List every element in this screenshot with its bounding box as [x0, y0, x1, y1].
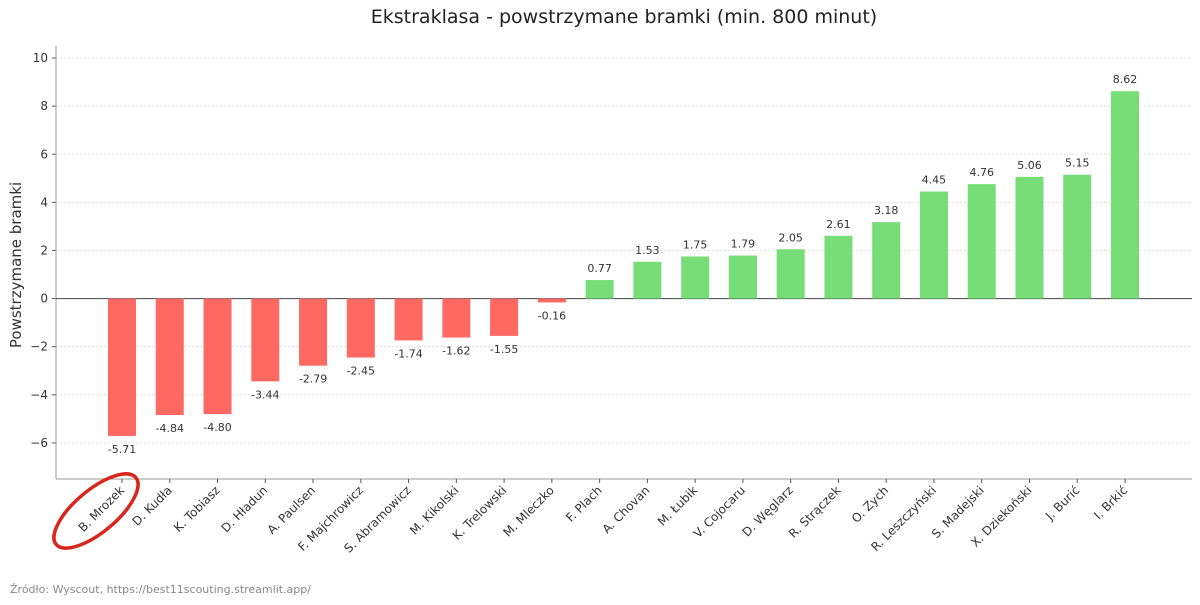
x-tick-label: O. Zych	[849, 483, 892, 526]
bar	[728, 255, 757, 299]
highlight-circle	[52, 472, 140, 550]
bar	[1111, 91, 1139, 299]
y-axis-label: Powstrzymane bramki	[7, 182, 25, 348]
value-label: 2.61	[826, 218, 851, 231]
value-label: 1.79	[731, 238, 756, 251]
value-label: 1.75	[683, 238, 708, 251]
bar	[490, 298, 519, 336]
value-label: -4.80	[203, 421, 231, 434]
bar	[394, 298, 423, 341]
value-label: -4.84	[156, 422, 184, 435]
bar	[346, 298, 375, 358]
y-tick-label: 0	[40, 292, 48, 306]
value-label: -1.74	[394, 347, 422, 360]
value-label: -1.62	[442, 345, 470, 358]
source-note: Źródło: Wyscout, https://best11scouting.…	[10, 583, 311, 596]
bar	[967, 184, 996, 299]
y-tick-label: 2	[40, 243, 48, 257]
bar	[824, 235, 853, 299]
value-label: -2.79	[299, 373, 327, 386]
y-tick-label: 4	[40, 195, 48, 209]
x-tick-label: K. Tobiasz	[171, 483, 223, 535]
y-tick-label: −2	[30, 340, 48, 354]
bar	[1015, 176, 1044, 299]
value-label: -0.16	[538, 309, 566, 322]
bar	[537, 298, 566, 303]
bar	[251, 298, 280, 382]
value-label: 1.53	[635, 244, 660, 257]
value-label: -3.44	[251, 388, 279, 401]
value-label: 2.05	[778, 231, 803, 244]
bar	[919, 191, 948, 299]
y-tick-label: 10	[33, 51, 48, 65]
bar	[633, 261, 662, 299]
chart-title: Ekstraklasa - powstrzymane bramki (min. …	[371, 6, 877, 28]
highlight-annotation	[52, 472, 140, 550]
x-tick-label: B. Mrozek	[76, 483, 128, 535]
y-tick-label: 8	[40, 99, 48, 113]
value-label: 4.45	[922, 174, 947, 187]
bar	[299, 298, 328, 366]
x-tick-label: F. Plach	[563, 483, 605, 525]
bar	[776, 249, 805, 299]
bar	[203, 298, 232, 415]
bar	[585, 280, 614, 299]
value-label: 4.76	[969, 166, 994, 179]
x-tick-label: I. Brkić	[1091, 483, 1130, 522]
y-tick-label: 6	[40, 147, 48, 161]
bar	[108, 298, 136, 436]
x-tick-label: R. Strączek	[786, 483, 844, 541]
value-label: -2.45	[347, 365, 375, 378]
value-label: 3.18	[874, 204, 899, 217]
x-tick-label: D. Hładun	[218, 483, 270, 535]
x-tick-label: M. Łubik	[655, 483, 700, 528]
y-tick-label: −6	[30, 436, 48, 450]
bar	[872, 222, 901, 299]
axes	[52, 46, 1192, 483]
value-labels: -5.71 -4.84 -4.80 -3.44 -2.79 -2.45 -1.74 -1.62…	[108, 73, 1137, 456]
x-tick-label: V. Cojocaru	[691, 483, 748, 540]
value-label: 0.77	[587, 262, 612, 275]
x-tick-label: M. Mleczko	[501, 483, 557, 539]
x-tick-label: J. Burić	[1042, 483, 1082, 523]
value-label: 5.15	[1065, 157, 1090, 170]
bar	[1063, 174, 1092, 299]
bar	[155, 298, 184, 416]
y-tick-labels: −6 −4 −2 0 2 4 6 8 10	[30, 51, 48, 450]
value-label: 5.06	[1017, 159, 1042, 172]
value-label: 8.62	[1113, 73, 1138, 86]
x-tick-label: A. Chovan	[599, 483, 652, 536]
bars	[108, 91, 1139, 436]
bar	[442, 298, 471, 338]
y-tick-label: −4	[30, 388, 48, 402]
value-label: -5.71	[108, 443, 136, 456]
value-label: -1.55	[490, 343, 518, 356]
bar	[681, 256, 710, 299]
